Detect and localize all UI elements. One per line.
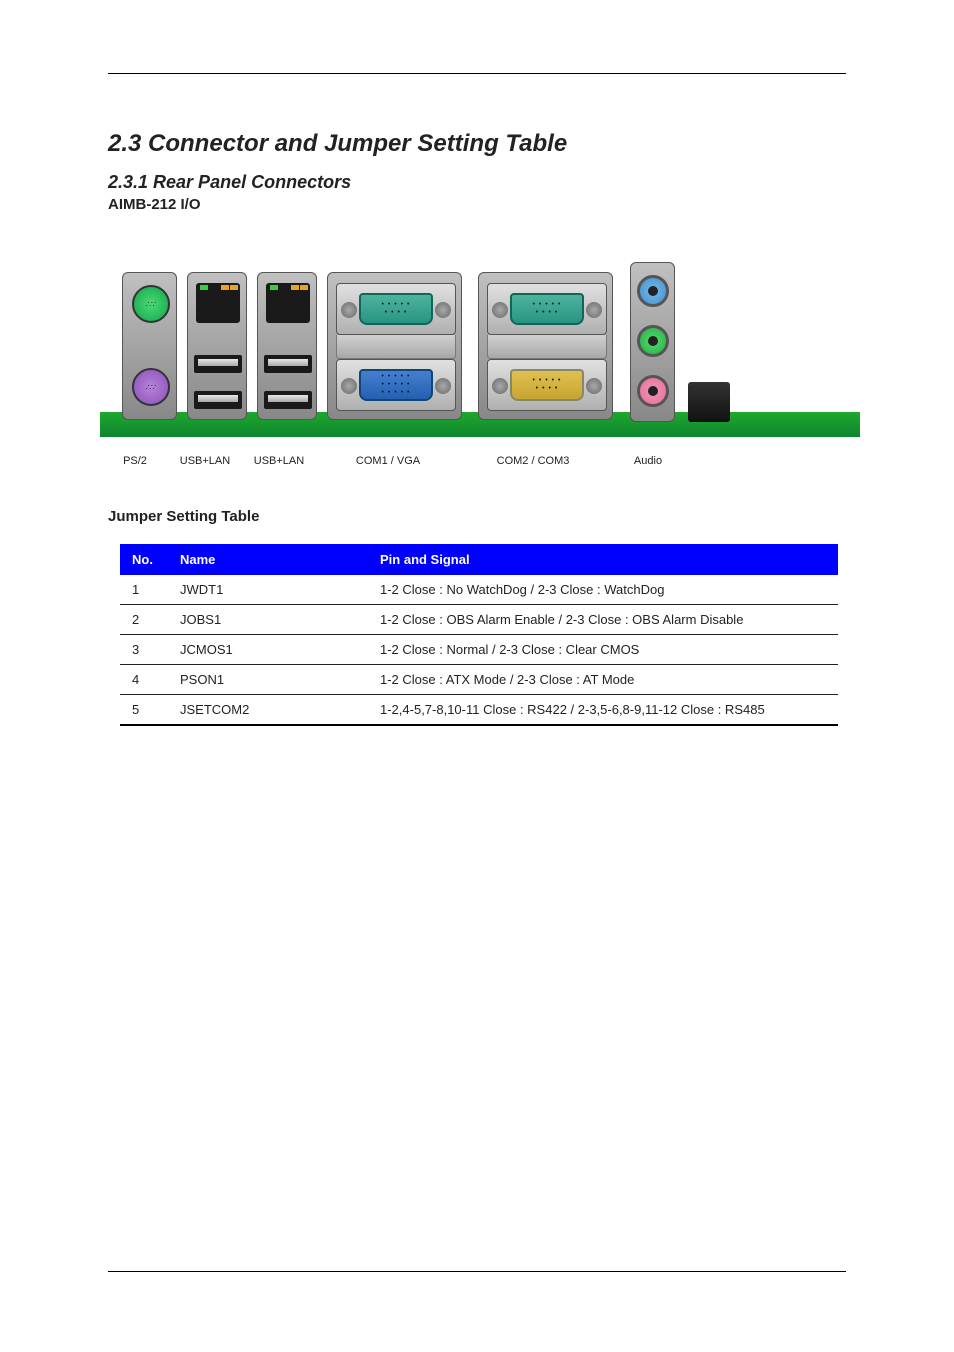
usb-port <box>194 391 242 409</box>
com1-vga-block: • • • • •• • • • • • • • •• • • • •• • •… <box>327 272 462 420</box>
audio-line-in <box>637 275 669 307</box>
table-row: 2 JOBS1 1-2 Close : OBS Alarm Enable / 2… <box>120 605 838 635</box>
io-panel-diagram: ∴∵ ∴∵ • • • • •• • • • <box>100 262 860 437</box>
bottom-divider <box>108 1271 846 1272</box>
lan-led-orange <box>221 285 229 290</box>
io-label: COM1 / VGA <box>318 455 458 467</box>
table-cell: 4 <box>120 665 168 695</box>
screw-icon <box>435 378 451 394</box>
usb-port <box>264 355 312 373</box>
com3-port: • • • • •• • • • <box>487 359 607 411</box>
io-label: USB+LAN <box>240 455 318 467</box>
table-cell: 1-2 Close : OBS Alarm Enable / 2-3 Close… <box>368 605 838 635</box>
io-label: USB+LAN <box>170 455 240 467</box>
lan-port-1 <box>196 283 240 323</box>
subsection-title: 2.3.1 Rear Panel Connectors <box>108 172 351 193</box>
table-cell: 1-2 Close : Normal / 2-3 Close : Clear C… <box>368 635 838 665</box>
com2-port: • • • • •• • • • <box>487 283 607 335</box>
table-cell: JSETCOM2 <box>168 695 368 726</box>
lan-led-orange <box>291 285 299 290</box>
table-cell: 5 <box>120 695 168 726</box>
subsection-subtitle: AIMB-212 I/O <box>108 196 201 213</box>
usb-port <box>264 391 312 409</box>
lan-led-green <box>200 285 208 290</box>
jumper-setting-table: No. Name Pin and Signal 1 JWDT1 1-2 Clos… <box>120 544 838 726</box>
com2-com3-block: • • • • •• • • • • • • • •• • • • <box>478 272 613 420</box>
table-cell: 1-2,4-5,7-8,10-11 Close : RS422 / 2-3,5-… <box>368 695 838 726</box>
table-header: No. <box>120 544 168 575</box>
table-header-row: No. Name Pin and Signal <box>120 544 838 575</box>
usb-lan-block-2 <box>257 272 317 420</box>
table-cell: JCMOS1 <box>168 635 368 665</box>
top-divider <box>108 73 846 74</box>
ps2-panel: ∴∵ ∴∵ <box>122 272 177 420</box>
table-header: Name <box>168 544 368 575</box>
table-cell: PSON1 <box>168 665 368 695</box>
screw-icon <box>435 302 451 318</box>
screw-icon <box>492 302 508 318</box>
ps2-keyboard-port: ∴∵ <box>132 368 170 406</box>
jumper-table-title: Jumper Setting Table <box>108 508 259 525</box>
io-label: Audio <box>608 455 688 467</box>
vga-port: • • • • •• • • • •• • • • • <box>336 359 456 411</box>
screw-icon <box>492 378 508 394</box>
lan-led-orange <box>300 285 308 290</box>
screw-icon <box>341 378 357 394</box>
audio-line-out <box>637 325 669 357</box>
ps2-mouse-port: ∴∵ <box>132 285 170 323</box>
table-row: 3 JCMOS1 1-2 Close : Normal / 2-3 Close … <box>120 635 838 665</box>
table-cell: 2 <box>120 605 168 635</box>
lan-led-orange <box>230 285 238 290</box>
table-cell: 1-2 Close : No WatchDog / 2-3 Close : Wa… <box>368 575 838 605</box>
lan-port-2 <box>266 283 310 323</box>
com1-port: • • • • •• • • • <box>336 283 456 335</box>
section-title: 2.3 Connector and Jumper Setting Table <box>108 130 567 158</box>
table-cell: JOBS1 <box>168 605 368 635</box>
table-cell: 1 <box>120 575 168 605</box>
io-labels-row: PS/2 USB+LAN USB+LAN COM1 / VGA COM2 / C… <box>100 455 860 467</box>
panel-gap <box>336 335 456 359</box>
table-cell: 3 <box>120 635 168 665</box>
audio-panel <box>630 262 675 422</box>
screw-icon <box>586 302 602 318</box>
table-row: 5 JSETCOM2 1-2,4-5,7-8,10-11 Close : RS4… <box>120 695 838 726</box>
table-row: 4 PSON1 1-2 Close : ATX Mode / 2-3 Close… <box>120 665 838 695</box>
io-label: PS/2 <box>100 455 170 467</box>
usb-port <box>194 355 242 373</box>
screw-icon <box>586 378 602 394</box>
table-header: Pin and Signal <box>368 544 838 575</box>
usb-lan-block-1 <box>187 272 247 420</box>
table-row: 1 JWDT1 1-2 Close : No WatchDog / 2-3 Cl… <box>120 575 838 605</box>
audio-mic-in <box>637 375 669 407</box>
io-label: COM2 / COM3 <box>458 455 608 467</box>
table-cell: 1-2 Close : ATX Mode / 2-3 Close : AT Mo… <box>368 665 838 695</box>
table-cell: JWDT1 <box>168 575 368 605</box>
screw-icon <box>341 302 357 318</box>
lan-led-green <box>270 285 278 290</box>
spacer-block <box>688 382 730 422</box>
panel-gap <box>487 335 607 359</box>
